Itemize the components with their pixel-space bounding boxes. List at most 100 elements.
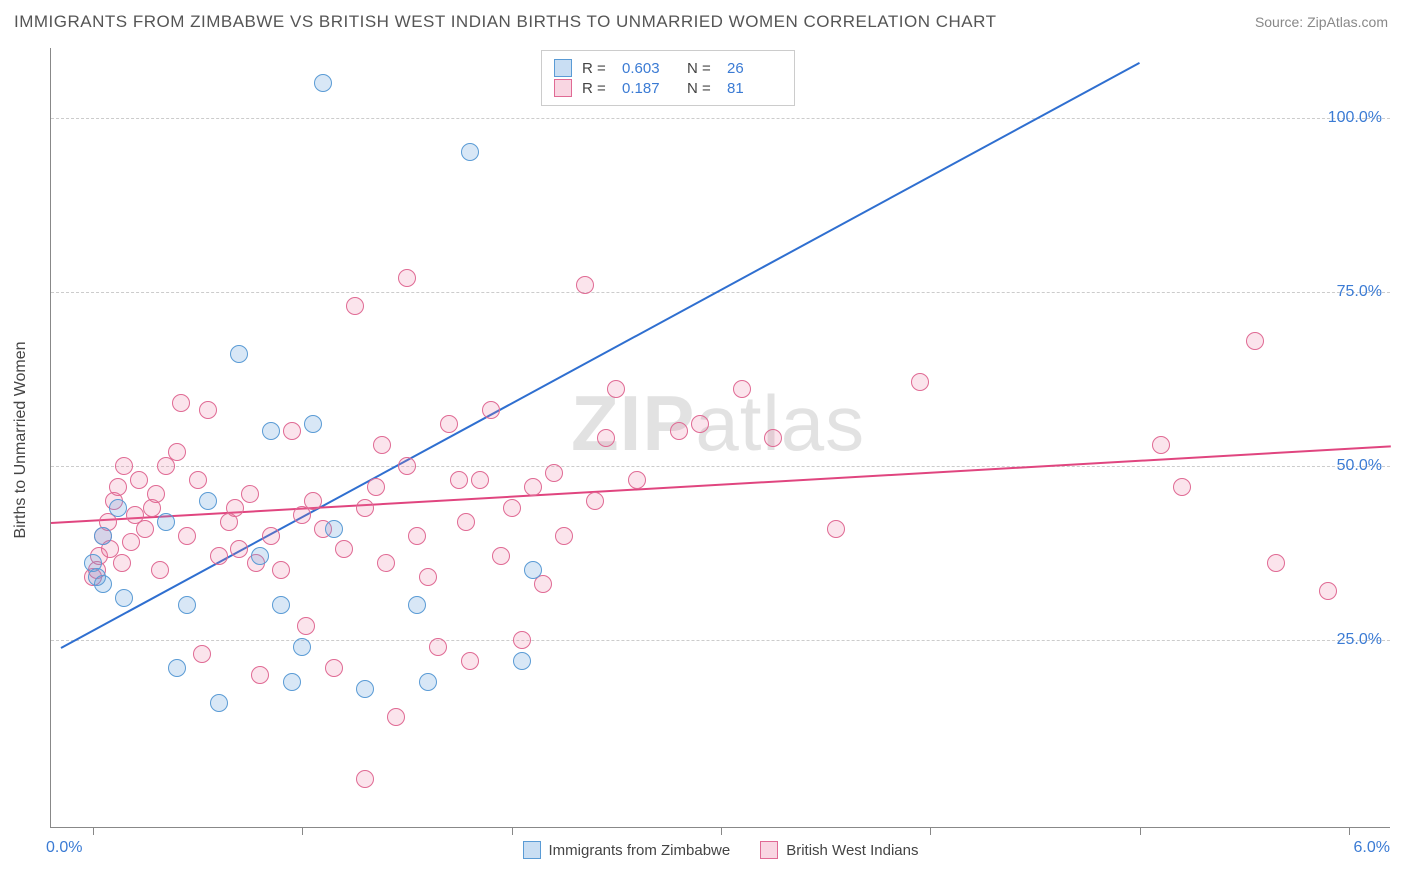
data-point bbox=[272, 561, 290, 579]
data-point bbox=[251, 547, 269, 565]
data-point bbox=[178, 527, 196, 545]
data-point bbox=[293, 638, 311, 656]
data-point bbox=[241, 485, 259, 503]
data-point bbox=[210, 694, 228, 712]
data-point bbox=[314, 74, 332, 92]
n-value-1: 26 bbox=[727, 60, 782, 77]
data-point bbox=[513, 631, 531, 649]
data-point bbox=[482, 401, 500, 419]
y-tick-label: 100.0% bbox=[1328, 109, 1382, 127]
x-tick bbox=[512, 827, 513, 835]
data-point bbox=[1267, 554, 1285, 572]
data-point bbox=[733, 380, 751, 398]
data-point bbox=[262, 422, 280, 440]
data-point bbox=[122, 533, 140, 551]
data-point bbox=[230, 540, 248, 558]
data-point bbox=[419, 568, 437, 586]
data-point bbox=[440, 415, 458, 433]
data-point bbox=[172, 394, 190, 412]
data-point bbox=[199, 492, 217, 510]
data-point bbox=[555, 527, 573, 545]
gridline bbox=[51, 292, 1390, 293]
data-point bbox=[524, 561, 542, 579]
swatch-blue-icon bbox=[523, 841, 541, 859]
data-point bbox=[1173, 478, 1191, 496]
data-point bbox=[325, 520, 343, 538]
x-tick bbox=[1349, 827, 1350, 835]
data-point bbox=[457, 513, 475, 531]
data-point bbox=[346, 297, 364, 315]
data-point bbox=[524, 478, 542, 496]
data-point bbox=[210, 547, 228, 565]
legend-label-1: Immigrants from Zimbabwe bbox=[549, 842, 731, 859]
data-point bbox=[398, 457, 416, 475]
data-point bbox=[168, 443, 186, 461]
gridline bbox=[51, 466, 1390, 467]
data-point bbox=[157, 513, 175, 531]
data-point bbox=[304, 415, 322, 433]
legend-label-2: British West Indians bbox=[786, 842, 918, 859]
data-point bbox=[130, 471, 148, 489]
data-point bbox=[356, 680, 374, 698]
x-tick bbox=[930, 827, 931, 835]
r-value-1: 0.603 bbox=[622, 60, 677, 77]
x-axis-max-label: 6.0% bbox=[1354, 839, 1390, 857]
data-point bbox=[189, 471, 207, 489]
data-point bbox=[503, 499, 521, 517]
x-tick bbox=[302, 827, 303, 835]
y-tick-label: 50.0% bbox=[1337, 457, 1382, 475]
y-tick-label: 25.0% bbox=[1337, 631, 1382, 649]
y-tick-label: 75.0% bbox=[1337, 283, 1382, 301]
data-point bbox=[461, 143, 479, 161]
data-point bbox=[178, 596, 196, 614]
source-label: Source: ZipAtlas.com bbox=[1255, 14, 1388, 30]
data-point bbox=[115, 457, 133, 475]
data-point bbox=[419, 673, 437, 691]
data-point bbox=[335, 540, 353, 558]
data-point bbox=[283, 422, 301, 440]
data-point bbox=[230, 345, 248, 363]
data-point bbox=[109, 478, 127, 496]
data-point bbox=[827, 520, 845, 538]
data-point bbox=[607, 380, 625, 398]
data-point bbox=[283, 673, 301, 691]
x-axis-min-label: 0.0% bbox=[46, 839, 82, 857]
data-point bbox=[597, 429, 615, 447]
data-point bbox=[251, 666, 269, 684]
data-point bbox=[367, 478, 385, 496]
n-label: N = bbox=[687, 80, 717, 97]
data-point bbox=[226, 499, 244, 517]
data-point bbox=[408, 596, 426, 614]
data-point bbox=[356, 770, 374, 788]
series-legend: Immigrants from Zimbabwe British West In… bbox=[523, 841, 919, 859]
data-point bbox=[168, 659, 186, 677]
data-point bbox=[461, 652, 479, 670]
y-axis-label: Births to Unmarried Women bbox=[12, 341, 30, 538]
data-point bbox=[576, 276, 594, 294]
data-point bbox=[513, 652, 531, 670]
r-label: R = bbox=[582, 80, 612, 97]
gridline bbox=[51, 640, 1390, 641]
legend-item-1: Immigrants from Zimbabwe bbox=[523, 841, 731, 859]
data-point bbox=[492, 547, 510, 565]
data-point bbox=[387, 708, 405, 726]
data-point bbox=[115, 589, 133, 607]
data-point bbox=[628, 471, 646, 489]
data-point bbox=[691, 415, 709, 433]
data-point bbox=[151, 561, 169, 579]
data-point bbox=[304, 492, 322, 510]
data-point bbox=[109, 499, 127, 517]
data-point bbox=[1246, 332, 1264, 350]
r-value-2: 0.187 bbox=[622, 80, 677, 97]
data-point bbox=[297, 617, 315, 635]
data-point bbox=[911, 373, 929, 391]
data-point bbox=[94, 527, 112, 545]
data-point bbox=[670, 422, 688, 440]
data-point bbox=[408, 527, 426, 545]
data-point bbox=[147, 485, 165, 503]
data-point bbox=[193, 645, 211, 663]
data-point bbox=[272, 596, 290, 614]
data-point bbox=[471, 471, 489, 489]
data-point bbox=[398, 269, 416, 287]
chart-title: IMMIGRANTS FROM ZIMBABWE VS BRITISH WEST… bbox=[14, 12, 996, 32]
